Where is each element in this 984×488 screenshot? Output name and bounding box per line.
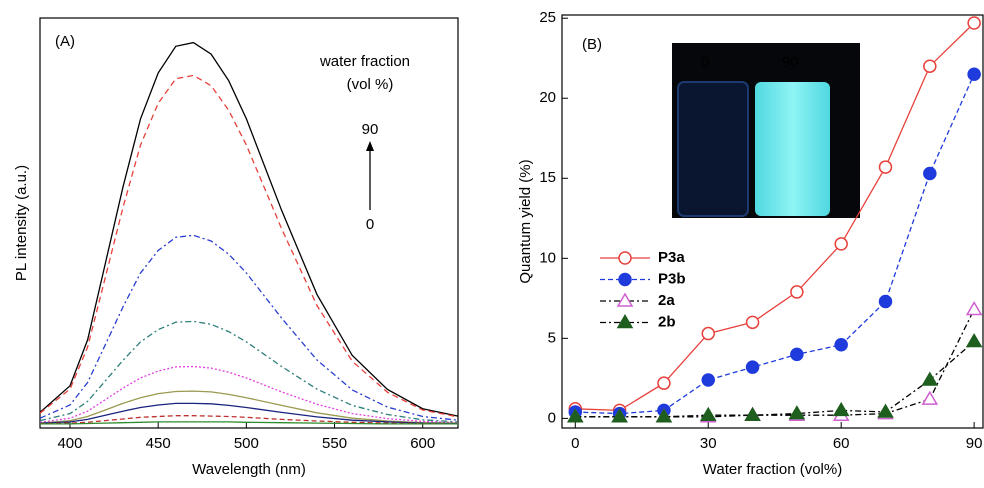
legend-marker [618,272,632,287]
marker [967,16,981,30]
annotation: 0 [366,216,374,233]
x-tick-label: 0 [571,435,579,452]
series-line [575,22,975,412]
marker [967,67,981,81]
annotation: water fraction [319,53,410,70]
marker [699,406,717,421]
plot-0: 400 450 500 550 600 Wavelength (nm) PL intensi… [13,17,459,478]
series-line [575,73,975,415]
x-tick-label: 90 [966,435,983,452]
arrow-head [366,141,374,151]
x-tick-label: 30 [700,435,717,452]
legend-marker [618,251,632,265]
marker [657,376,671,390]
series-line [39,402,459,425]
marker [701,373,715,387]
marker [921,371,939,386]
x-tick-label: 500 [234,435,259,452]
marker [788,405,806,420]
x-tick-label: 400 [57,435,82,452]
y-tick-label: 15 [539,169,556,186]
marker [834,338,848,352]
x-tick-label: 550 [322,435,347,452]
legend-marker [616,292,634,307]
legend-label: 2b [658,313,676,330]
marker [611,408,628,423]
plot-frame [39,17,459,429]
marker [790,347,804,362]
plot-frame [561,14,984,429]
marker [878,294,893,309]
legend-label: P3a [658,249,685,266]
marker [790,285,804,299]
series-line [39,365,459,424]
series-line [39,320,459,423]
marker [923,166,937,181]
annotation: (B) [582,36,602,53]
marker [745,315,760,330]
series-line [40,421,458,425]
series-line [39,41,459,417]
marker [701,326,715,341]
series-line [39,415,459,425]
x-axis-label: Water fraction (vol%) [703,461,842,478]
marker [965,301,983,316]
marker [923,59,937,73]
plot-1: 0 30 60 90 0 5 10 15 20 25 Water fraction (vol%) Qu… [517,9,984,478]
inset-photo [672,43,860,218]
marker [745,360,760,374]
x-tick-label: 450 [146,435,171,452]
marker [877,403,894,418]
y-tick-label: 0 [548,409,556,426]
y-tick-label: 5 [548,329,556,346]
series-line [575,341,975,418]
marker [744,406,761,421]
marker [655,408,673,423]
y-tick-label: 25 [539,9,556,26]
annotation: (vol %) [347,76,394,93]
marker [921,390,939,405]
series-line [39,390,459,424]
y-axis-label: Quantum yield (%) [517,159,534,283]
x-axis-label: Wavelength (nm) [192,461,306,478]
annotation: (A) [55,33,75,50]
y-tick-label: 20 [539,89,556,106]
annotation: 90 [782,54,799,71]
legend-label: 2a [658,292,675,309]
marker [965,333,983,348]
annotation: 90 [362,121,379,138]
x-tick-label: 60 [833,435,850,452]
legend-label: P3b [658,270,686,287]
marker [566,408,584,423]
marker [832,401,850,417]
annotation: 0 [701,54,709,71]
marker [878,160,893,174]
series-line [39,234,459,421]
legend-marker [616,314,634,329]
x-tick-label: 600 [410,435,435,452]
marker [834,237,848,251]
y-tick-label: 10 [539,249,556,266]
y-axis-label: PL intensity (a.u.) [13,165,30,281]
series-line [39,74,459,418]
